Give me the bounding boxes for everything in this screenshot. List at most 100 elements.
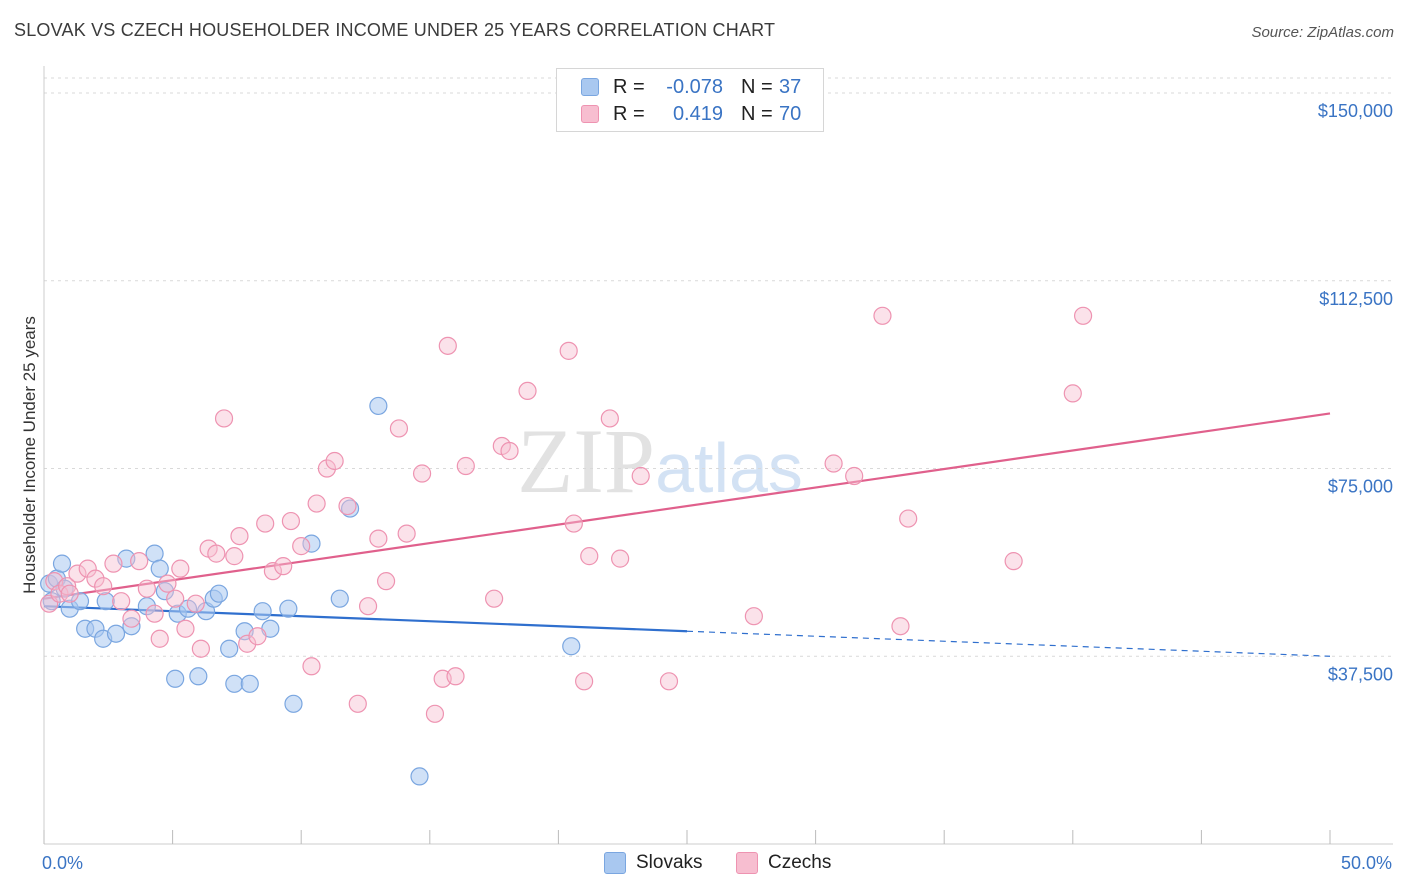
data-point-slovaks — [96, 592, 115, 611]
data-point-czechs — [485, 589, 504, 608]
data-point-czechs — [412, 464, 432, 483]
data-point-slovaks — [70, 592, 90, 611]
data-point-czechs — [137, 579, 156, 598]
data-point-czechs — [358, 597, 378, 616]
data-point-slovaks — [42, 592, 61, 611]
legend-swatch-czechs — [736, 852, 758, 874]
y-tick-label: $150,000 — [1318, 101, 1393, 121]
data-point-czechs — [456, 456, 475, 476]
legend-label-czechs: Czechs — [768, 852, 832, 873]
data-point-czechs — [518, 381, 537, 401]
data-point-czechs — [171, 559, 190, 578]
x-axis-min-label: 0.0% — [42, 853, 84, 873]
data-point-czechs — [438, 336, 457, 355]
data-point-czechs — [348, 694, 367, 713]
data-point-slovaks — [166, 669, 185, 688]
data-point-czechs — [891, 617, 910, 636]
x-axis-max-label: 50.0% — [1340, 853, 1392, 873]
data-point-czechs — [166, 589, 185, 608]
data-point-czechs — [1004, 552, 1023, 571]
chart-title: SLOVAK VS CZECH HOUSEHOLDER INCOME UNDER… — [14, 20, 776, 40]
data-point-czechs — [899, 509, 918, 528]
data-point-slovaks — [340, 499, 360, 518]
y-tick-label: $75,000 — [1328, 477, 1393, 497]
correlation-legend: R = -0.078 N = 37 R = 0.419 N = 70 — [556, 68, 824, 132]
legend-r-label: R = — [613, 75, 645, 98]
legend-swatch-czechs — [581, 105, 599, 123]
data-point-czechs — [225, 547, 244, 566]
data-point-czechs — [186, 594, 205, 613]
data-point-czechs — [873, 306, 892, 325]
data-point-czechs — [281, 511, 301, 531]
watermark-zip: ZIP — [517, 410, 655, 512]
data-point-czechs — [50, 584, 69, 603]
legend-row-czechs: R = 0.419 N = 70 — [581, 102, 801, 126]
data-point-czechs — [338, 496, 357, 516]
data-point-slovaks — [209, 584, 228, 603]
data-point-czechs — [68, 564, 87, 583]
y-tick-label: $37,500 — [1328, 664, 1393, 684]
data-point-czechs — [744, 607, 763, 626]
data-point-czechs — [376, 572, 396, 591]
y-tick-label: $112,500 — [1319, 289, 1393, 309]
data-point-czechs — [60, 584, 79, 603]
data-point-czechs — [425, 704, 445, 723]
data-point-slovaks — [253, 602, 272, 621]
data-point-czechs — [214, 409, 234, 428]
data-point-slovaks — [220, 639, 239, 658]
data-point-czechs — [564, 514, 583, 533]
data-point-slovaks — [55, 579, 74, 598]
trend-line-czechs — [43, 412, 1331, 600]
watermark: ZIPatlas — [517, 410, 803, 512]
data-point-czechs — [575, 672, 594, 691]
data-point-czechs — [150, 629, 169, 648]
data-point-czechs — [845, 466, 864, 486]
data-point-czechs — [580, 547, 599, 566]
data-point-czechs — [317, 459, 337, 478]
legend-row-slovaks: R = -0.078 N = 37 — [581, 75, 801, 99]
legend-item-czechs[interactable]: Czechs — [736, 852, 831, 874]
data-point-czechs — [145, 604, 164, 623]
data-point-slovaks — [225, 674, 244, 693]
data-point-czechs — [191, 639, 210, 658]
trend-line-projection-slovaks — [686, 630, 1331, 657]
data-point-slovaks — [284, 694, 303, 713]
data-point-slovaks — [52, 554, 72, 573]
data-point-czechs — [176, 619, 195, 638]
legend-n-value: 37 — [779, 75, 802, 98]
legend-r-value: 0.419 — [672, 102, 723, 125]
series-legend: Slovaks Czechs — [0, 852, 1406, 878]
legend-label-slovaks: Slovaks — [636, 852, 703, 873]
data-point-czechs — [1073, 306, 1093, 325]
data-point-slovaks — [279, 599, 298, 618]
data-point-czechs — [824, 454, 843, 473]
data-point-czechs — [631, 466, 650, 486]
data-point-czechs — [292, 537, 311, 556]
data-point-czechs — [130, 552, 149, 571]
data-point-czechs — [611, 549, 630, 568]
data-point-czechs — [500, 441, 519, 461]
data-point-czechs — [207, 544, 226, 563]
data-point-czechs — [238, 634, 257, 653]
data-point-czechs — [659, 672, 679, 691]
legend-swatch-slovaks — [581, 78, 599, 96]
legend-n-label: N = — [741, 75, 773, 98]
data-point-czechs — [112, 592, 131, 611]
legend-item-slovaks[interactable]: Slovaks — [604, 852, 703, 874]
data-point-czechs — [263, 562, 283, 581]
data-point-slovaks — [145, 544, 164, 563]
source-label: Source: ZipAtlas.com — [1251, 24, 1394, 41]
data-point-czechs — [78, 559, 97, 578]
data-point-czechs — [94, 577, 113, 596]
legend-r-label: R = — [613, 102, 645, 125]
data-point-czechs — [397, 524, 416, 543]
data-point-slovaks — [150, 559, 169, 578]
data-point-czechs — [104, 554, 123, 573]
data-point-slovaks — [330, 589, 349, 608]
data-point-czechs — [274, 557, 293, 576]
data-point-czechs — [559, 341, 578, 360]
data-point-slovaks — [106, 624, 126, 643]
data-point-czechs — [256, 514, 275, 533]
data-point-slovaks — [122, 617, 141, 636]
